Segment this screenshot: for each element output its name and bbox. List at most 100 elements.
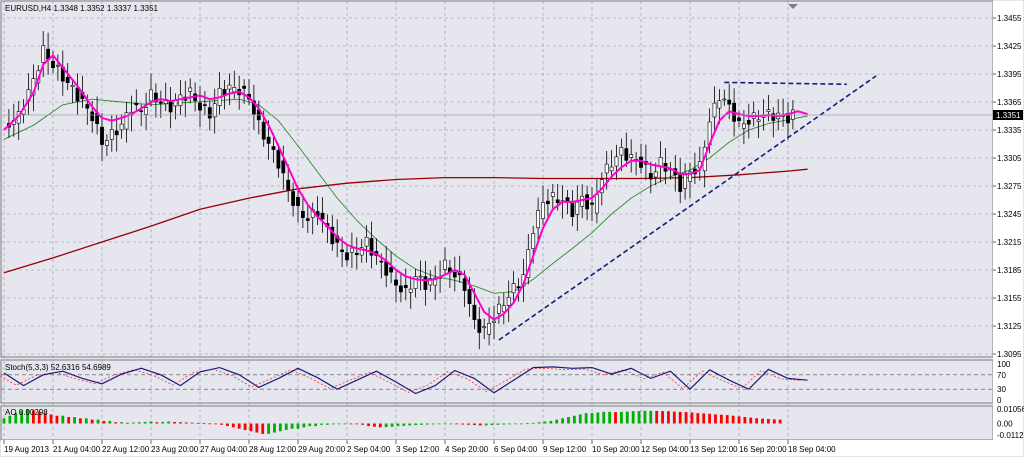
price-tick-label: 1.3305 <box>997 154 1022 163</box>
ao-bar <box>220 423 223 425</box>
candle-body <box>384 261 389 276</box>
ao-bar <box>37 411 41 424</box>
ao-bar <box>131 422 135 424</box>
time-tick-label: 9 Sep 12:00 <box>543 445 587 454</box>
ao-bar <box>696 413 700 424</box>
candle-body <box>712 102 717 118</box>
candle-body <box>516 286 521 289</box>
candle-body <box>139 110 144 113</box>
resistance-line <box>724 81 847 86</box>
candle-body <box>545 200 550 205</box>
candle-body <box>570 202 575 217</box>
ao-bar <box>202 423 206 425</box>
time-tick-label: 27 Aug 04:00 <box>200 445 248 454</box>
ao-bar <box>273 423 276 433</box>
candle-body <box>609 166 614 172</box>
ao-bar <box>314 423 318 427</box>
ma-fast-line <box>3 53 808 321</box>
ao-bar <box>584 413 588 424</box>
ao-bar <box>349 423 353 425</box>
candle-body <box>678 174 683 192</box>
candle-body <box>541 202 545 219</box>
ao-bar <box>490 423 494 426</box>
ao-bar <box>637 411 641 424</box>
ao-bar <box>467 423 470 425</box>
ao-bar <box>2 418 6 424</box>
candle-body <box>364 236 369 247</box>
ao-bar <box>437 423 441 425</box>
candle-body <box>506 296 511 306</box>
candle-body <box>379 260 384 263</box>
candle-body <box>590 202 594 205</box>
candle-body <box>585 194 590 210</box>
candle-body <box>428 278 433 286</box>
ao-bar <box>261 423 265 434</box>
candle-body <box>688 171 692 182</box>
time-tick-label: 6 Sep 04:00 <box>494 445 538 454</box>
time-tick-label: 22 Aug 12:00 <box>102 445 150 454</box>
ao-bar <box>390 423 394 427</box>
ao-bar <box>43 413 47 424</box>
ao-bar <box>414 423 417 426</box>
ao-bar <box>555 419 559 424</box>
candle-body <box>741 123 746 129</box>
ao-bar <box>502 423 506 425</box>
current-price-label: 1.3351 <box>996 111 1021 120</box>
candle-body <box>124 112 129 130</box>
ao-bar <box>102 420 106 424</box>
candle-body <box>433 277 438 286</box>
ma-slow-line <box>3 168 808 274</box>
ao-bar <box>431 423 435 425</box>
ao-bar <box>425 423 429 425</box>
ao-bar <box>714 414 717 424</box>
ao-bar <box>725 415 729 424</box>
main-panel <box>0 0 994 358</box>
ao-bar <box>90 419 94 424</box>
ao-bar <box>331 423 335 425</box>
candle-body <box>65 76 70 84</box>
ao-bar <box>237 423 241 429</box>
candle-body <box>134 102 139 106</box>
ao-bar <box>708 413 711 424</box>
time-tick-label: 19 Aug 2013 <box>4 445 49 454</box>
candle-body <box>536 210 541 229</box>
ao-header: AO 0.00298 <box>5 408 48 417</box>
ao-bar <box>143 421 147 424</box>
candle-body <box>403 284 408 289</box>
ao-bar <box>537 422 541 424</box>
ao-bar <box>484 423 488 426</box>
candle-body <box>658 157 663 167</box>
price-tick-label: 1.3335 <box>997 126 1022 135</box>
price-tick-label: 1.3275 <box>997 182 1022 191</box>
ao-bar <box>296 423 300 429</box>
ao-bar <box>761 418 764 424</box>
time-tick-label: 13 Sep 12:00 <box>690 445 738 454</box>
candle-body <box>531 233 536 249</box>
ao-bar <box>302 423 306 428</box>
shift-marker-icon[interactable] <box>788 4 798 9</box>
candle-body <box>423 276 428 290</box>
candle-body <box>501 305 506 313</box>
candle-body <box>188 87 193 92</box>
candle-body <box>487 323 492 335</box>
candle-body <box>261 121 266 140</box>
ao-bar <box>643 410 647 424</box>
stoch-axis-label: 100 <box>997 360 1011 369</box>
ao-bar <box>208 423 212 425</box>
price-tick-label: 1.3425 <box>997 42 1022 51</box>
price-tick-label: 1.3395 <box>997 70 1022 79</box>
candle-body <box>359 247 364 256</box>
candle-body <box>418 275 423 278</box>
ao-bar <box>67 417 71 424</box>
candle-body <box>369 238 374 256</box>
drawn-lines[interactable] <box>498 75 877 341</box>
candle-body <box>276 149 281 169</box>
ao-bar <box>367 423 370 427</box>
ao-bar <box>96 419 100 424</box>
ao-bar <box>361 423 365 425</box>
ao-bar <box>667 411 670 424</box>
ao-bar <box>79 418 82 424</box>
ma-fast-path <box>3 53 808 321</box>
ao-bar <box>767 418 770 424</box>
